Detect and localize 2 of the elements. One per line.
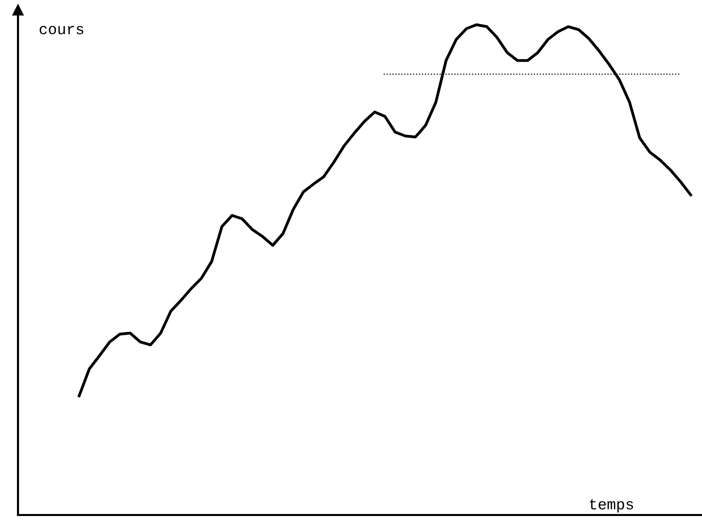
- y-axis-title: cours: [40, 26, 84, 34]
- x-axis-title: temps: [590, 499, 634, 512]
